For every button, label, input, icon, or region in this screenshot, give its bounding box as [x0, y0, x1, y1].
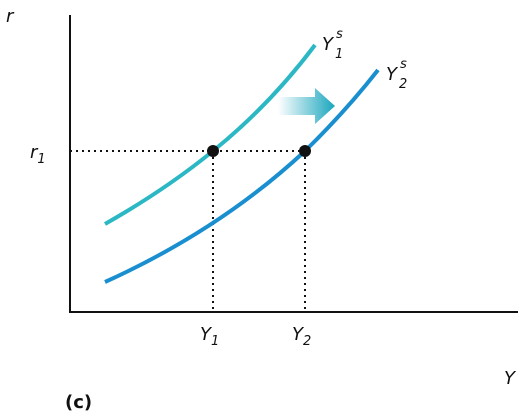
curve-y1s: [104, 43, 317, 226]
y-axis-label: r: [6, 6, 15, 27]
caption: (c): [65, 392, 92, 413]
y2-label: Y2: [292, 324, 311, 349]
x-axis-label: Y: [504, 368, 517, 389]
r1-label: r1: [30, 142, 46, 167]
y1-label: Y1: [200, 324, 219, 349]
point-1: [207, 145, 219, 157]
point-2: [299, 145, 311, 157]
shift-arrow: [278, 88, 335, 124]
curve-y2s: [104, 68, 380, 284]
